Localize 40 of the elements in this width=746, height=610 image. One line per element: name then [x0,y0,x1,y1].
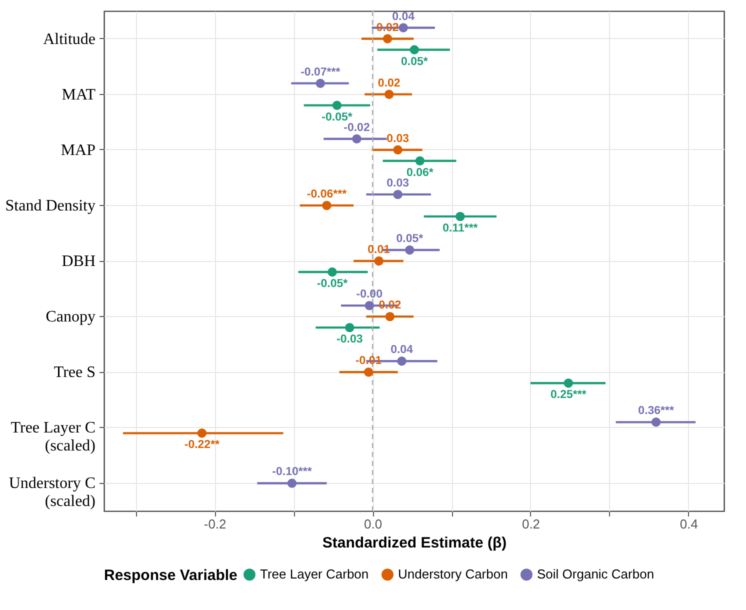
data-label: 0.05* [396,233,424,245]
x-tick-label: 0.4 [680,516,698,532]
x-tick-label: -0.2 [204,516,226,532]
y-tick-label: Tree S [54,364,96,382]
data-label: -0.22** [184,439,220,452]
data-label: -0.05* [316,278,348,290]
legend-label: Soil Organic Carbon [537,566,654,582]
legend-title: Response Variable [104,567,238,584]
legend-label: Understory Carbon [398,566,508,582]
x-axis-title: Standardized Estimate (β) [322,534,507,552]
data-label: 0.02 [378,77,400,90]
data-label: -0.01 [355,355,382,368]
y-tick-label: Canopy [46,308,96,326]
legend-label: Tree Layer Carbon [260,566,369,582]
data-label: -0.03 [336,334,363,346]
data-label: 0.11*** [442,222,478,234]
data-label: 0.05* [400,56,428,68]
data-label: -0.10*** [272,466,312,478]
data-label: -0.06*** [306,188,348,200]
y-tick-label: Altitude [43,30,96,48]
data-label: 0.04 [392,10,416,23]
y-tick-label: Understory C (scaled) [8,475,96,510]
y-tick-label: MAP [60,142,96,159]
data-label: -0.00 [356,288,382,301]
y-tick-label: DBH [62,253,96,270]
data-label: 0.06* [406,166,434,179]
data-label: 0.25*** [550,389,587,402]
y-tick-label: Tree Layer C (scaled) [10,420,96,455]
data-label: 0.36*** [638,405,675,418]
data-label: 0.03 [386,177,410,190]
x-tick-label: 0.2 [522,516,540,532]
x-tick-label: 0.0 [364,516,382,532]
y-tick-label: Stand Density [5,197,96,214]
data-label: -0.07*** [300,66,341,78]
data-label: -0.05* [322,111,353,124]
y-tick-label: MAT [62,86,96,104]
data-label: -0.02 [344,122,370,134]
data-label: 0.01 [368,244,391,256]
data-label: 0.04 [390,344,414,356]
data-label: 0.03 [386,132,410,145]
